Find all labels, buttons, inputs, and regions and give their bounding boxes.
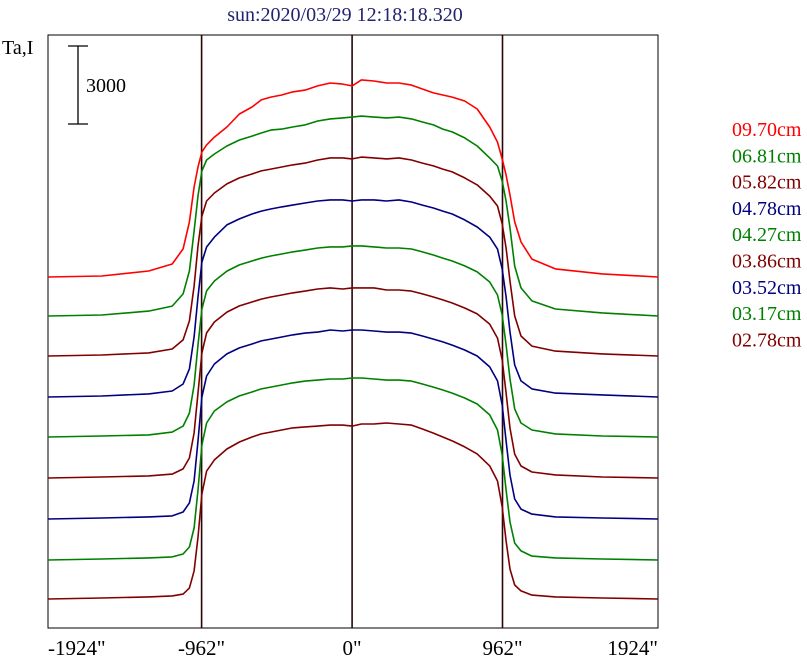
x-tick-label: 962" [482, 636, 522, 660]
legend-label: 06.81cm [732, 145, 802, 167]
x-axis-tick-labels: -1924" -962" 0" 962" 1924" [48, 636, 658, 660]
series-lines [47, 79, 659, 600]
legend-label: 04.27cm [732, 224, 802, 246]
x-tick-label: 1924" [607, 636, 658, 660]
plot-frame [47, 34, 659, 629]
x-tick-label: 0" [343, 636, 362, 660]
legend-label: 03.17cm [732, 303, 802, 325]
scale-bar-label: 3000 [86, 75, 126, 97]
series-line [47, 245, 659, 438]
series-line [47, 377, 659, 561]
series-line [47, 199, 659, 398]
chart-title: sun:2020/03/29 12:18:18.320 [227, 4, 463, 26]
legend-label: 04.78cm [732, 198, 802, 220]
series-line [47, 329, 659, 520]
x-tick-label: -1924" [48, 636, 106, 660]
reference-lines [200, 35, 504, 628]
series-line [47, 115, 659, 317]
series-line [47, 79, 659, 278]
legend-label: 02.78cm [732, 329, 802, 351]
scale-bar: 3000 [68, 45, 126, 125]
legend-label: 09.70cm [732, 119, 802, 141]
legend: 09.70cm 06.81cm 05.82cm 04.78cm 04.27cm 03.86… [732, 119, 802, 351]
legend-label: 03.52cm [732, 277, 802, 299]
series-line [47, 156, 659, 357]
series-line [47, 287, 659, 479]
legend-label: 05.82cm [732, 172, 802, 194]
x-tick-label: -962" [178, 636, 225, 660]
series-line [47, 422, 659, 600]
legend-label: 03.86cm [732, 251, 802, 273]
y-axis-label: Ta,I [2, 37, 33, 59]
